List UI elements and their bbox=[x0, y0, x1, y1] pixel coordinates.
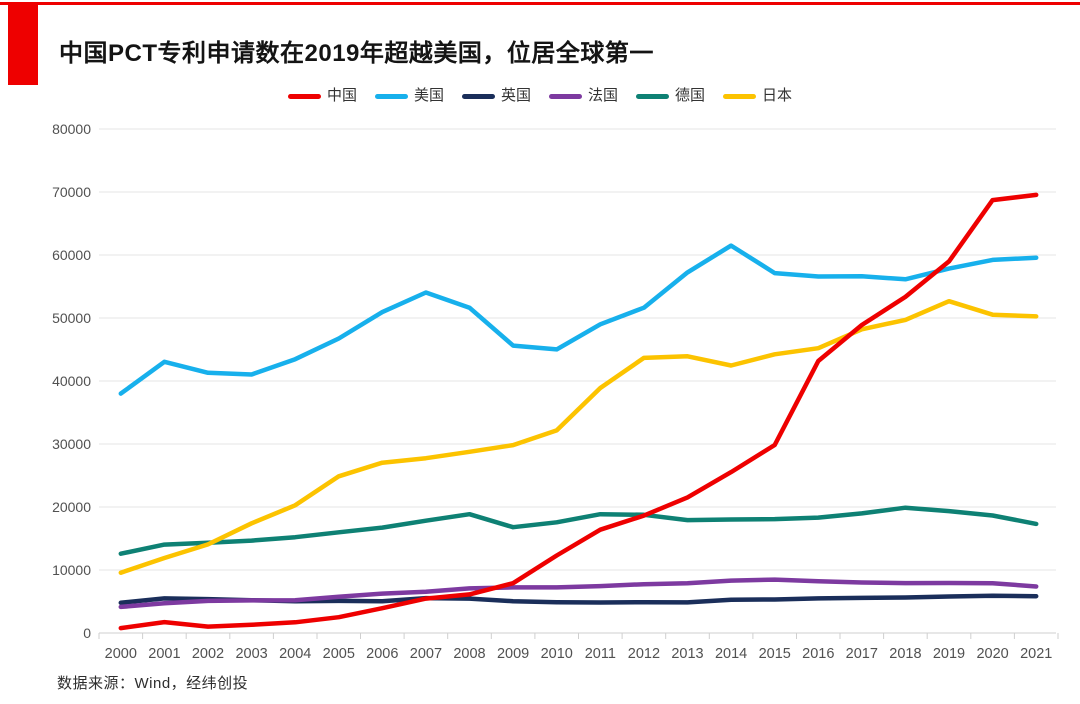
x-axis-label: 2007 bbox=[410, 646, 442, 662]
x-axis-label: 2019 bbox=[933, 646, 965, 662]
legend-swatch bbox=[287, 93, 321, 99]
red-accent-block bbox=[8, 5, 38, 85]
x-axis-label: 2016 bbox=[802, 646, 834, 662]
legend-label: 德国 bbox=[675, 87, 706, 104]
x-axis-label: 2021 bbox=[1020, 646, 1052, 662]
legend-item-usa: 美国 bbox=[374, 87, 444, 105]
series-line-japan bbox=[118, 298, 1039, 575]
y-axis-label: 50000 bbox=[52, 310, 91, 326]
legend-label: 法国 bbox=[588, 87, 619, 104]
y-axis-label: 40000 bbox=[52, 373, 91, 389]
legend-item-uk: 英国 bbox=[461, 87, 531, 105]
y-axis-label: 20000 bbox=[52, 499, 91, 515]
x-axis-label: 2011 bbox=[585, 646, 616, 662]
y-axis-label: 60000 bbox=[52, 247, 91, 263]
legend-swatch bbox=[461, 93, 495, 99]
x-axis-label: 2005 bbox=[323, 646, 355, 662]
y-axis-label: 80000 bbox=[52, 121, 91, 137]
x-axis-label: 2004 bbox=[279, 646, 311, 662]
chart-title: 中国PCT专利申请数在2019年超越美国，位居全球第一 bbox=[59, 40, 654, 67]
top-accent-line bbox=[0, 2, 1080, 5]
series-line-usa bbox=[118, 243, 1039, 396]
x-axis-label: 2009 bbox=[497, 646, 529, 662]
x-axis-label: 2002 bbox=[192, 646, 224, 662]
y-axis-label: 0 bbox=[83, 625, 91, 641]
x-axis-label: 2020 bbox=[976, 646, 1008, 662]
legend-label: 日本 bbox=[762, 87, 793, 104]
legend-item-china: 中国 bbox=[287, 87, 357, 105]
source-note: 数据来源：Wind，经纬创投 bbox=[57, 675, 249, 692]
x-axis-label: 2003 bbox=[235, 646, 267, 662]
x-axis-label: 2010 bbox=[541, 646, 573, 662]
legend-item-japan: 日本 bbox=[723, 87, 792, 105]
x-axis-label: 2017 bbox=[846, 646, 878, 662]
x-axis-label: 2013 bbox=[671, 646, 703, 662]
x-axis-label: 2015 bbox=[759, 646, 791, 662]
legend-swatch bbox=[374, 93, 408, 99]
legend-label: 英国 bbox=[500, 87, 531, 104]
legend-item-france: 法国 bbox=[549, 87, 618, 105]
x-axis-label: 2001 bbox=[148, 646, 180, 662]
series-line-china bbox=[118, 192, 1039, 631]
y-axis-label: 70000 bbox=[52, 184, 91, 200]
legend-label: 中国 bbox=[326, 87, 357, 104]
x-axis-label: 2018 bbox=[889, 646, 921, 662]
x-axis-label: 2012 bbox=[628, 646, 660, 662]
legend-swatch bbox=[549, 93, 582, 99]
y-axis-label: 10000 bbox=[52, 562, 91, 578]
series-line-france bbox=[118, 577, 1039, 610]
legend-swatch bbox=[723, 93, 757, 99]
x-axis-label: 2008 bbox=[453, 646, 485, 662]
legend-swatch bbox=[636, 93, 670, 99]
y-axis-label: 30000 bbox=[52, 436, 91, 452]
x-axis-label: 2006 bbox=[366, 646, 398, 662]
series-line-germany bbox=[118, 505, 1039, 556]
x-axis-label: 2000 bbox=[105, 646, 137, 662]
legend-label: 美国 bbox=[413, 87, 444, 104]
chart-legend: 中国 美国 英国 法国 德国 日本 bbox=[0, 87, 1080, 105]
x-axis-label: 2014 bbox=[715, 646, 747, 662]
legend-item-germany: 德国 bbox=[636, 87, 705, 105]
